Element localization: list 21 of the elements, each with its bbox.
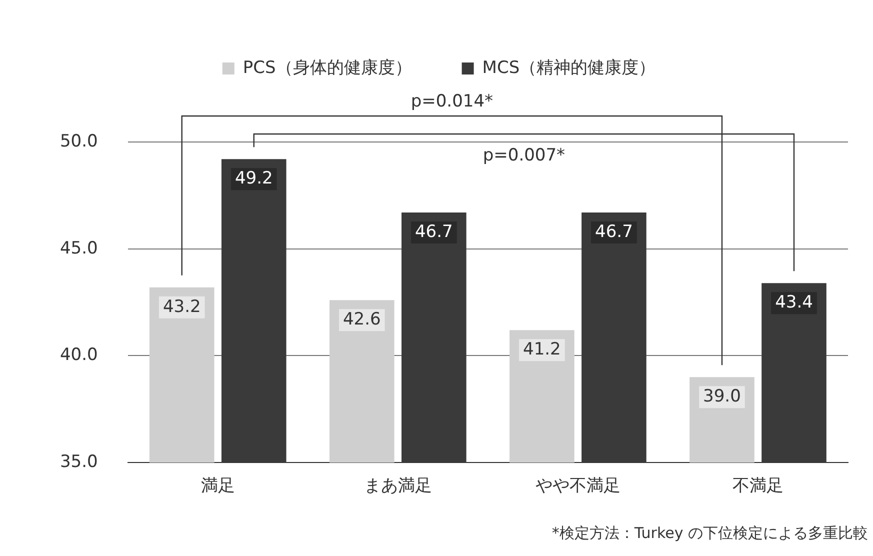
- x-tick-label: 満足: [200, 476, 235, 496]
- x-tick-label: やや不満足: [535, 476, 620, 496]
- data-label: 42.6: [342, 310, 381, 330]
- text: *検定方法：Turkey の下位検定による多重比較: [552, 524, 868, 542]
- data-label: 39.0: [703, 386, 741, 407]
- y-tick-label: 50.0: [60, 131, 98, 152]
- y-tick-label: 40.0: [60, 345, 98, 366]
- data-label: 43.2: [162, 296, 201, 317]
- annotation: p=0.007*: [482, 145, 566, 166]
- data-label: 49.2: [234, 168, 273, 189]
- x-tick-label: 不満足: [732, 476, 784, 496]
- x-tick-label: まあ満足: [364, 476, 432, 496]
- y-tick-label: 35.0: [60, 452, 98, 472]
- data-label: 46.7: [414, 222, 453, 242]
- text: p=0.014*: [410, 91, 494, 112]
- y-tick-label: 45.0: [60, 238, 98, 258]
- legend-label: PCS（身体的健康度）: [242, 58, 412, 78]
- data-label: 41.2: [523, 340, 561, 360]
- data-label: 46.7: [595, 222, 633, 242]
- legend-label: MCS（精神的健康度）: [482, 58, 656, 78]
- data-label: 43.4: [775, 292, 813, 312]
